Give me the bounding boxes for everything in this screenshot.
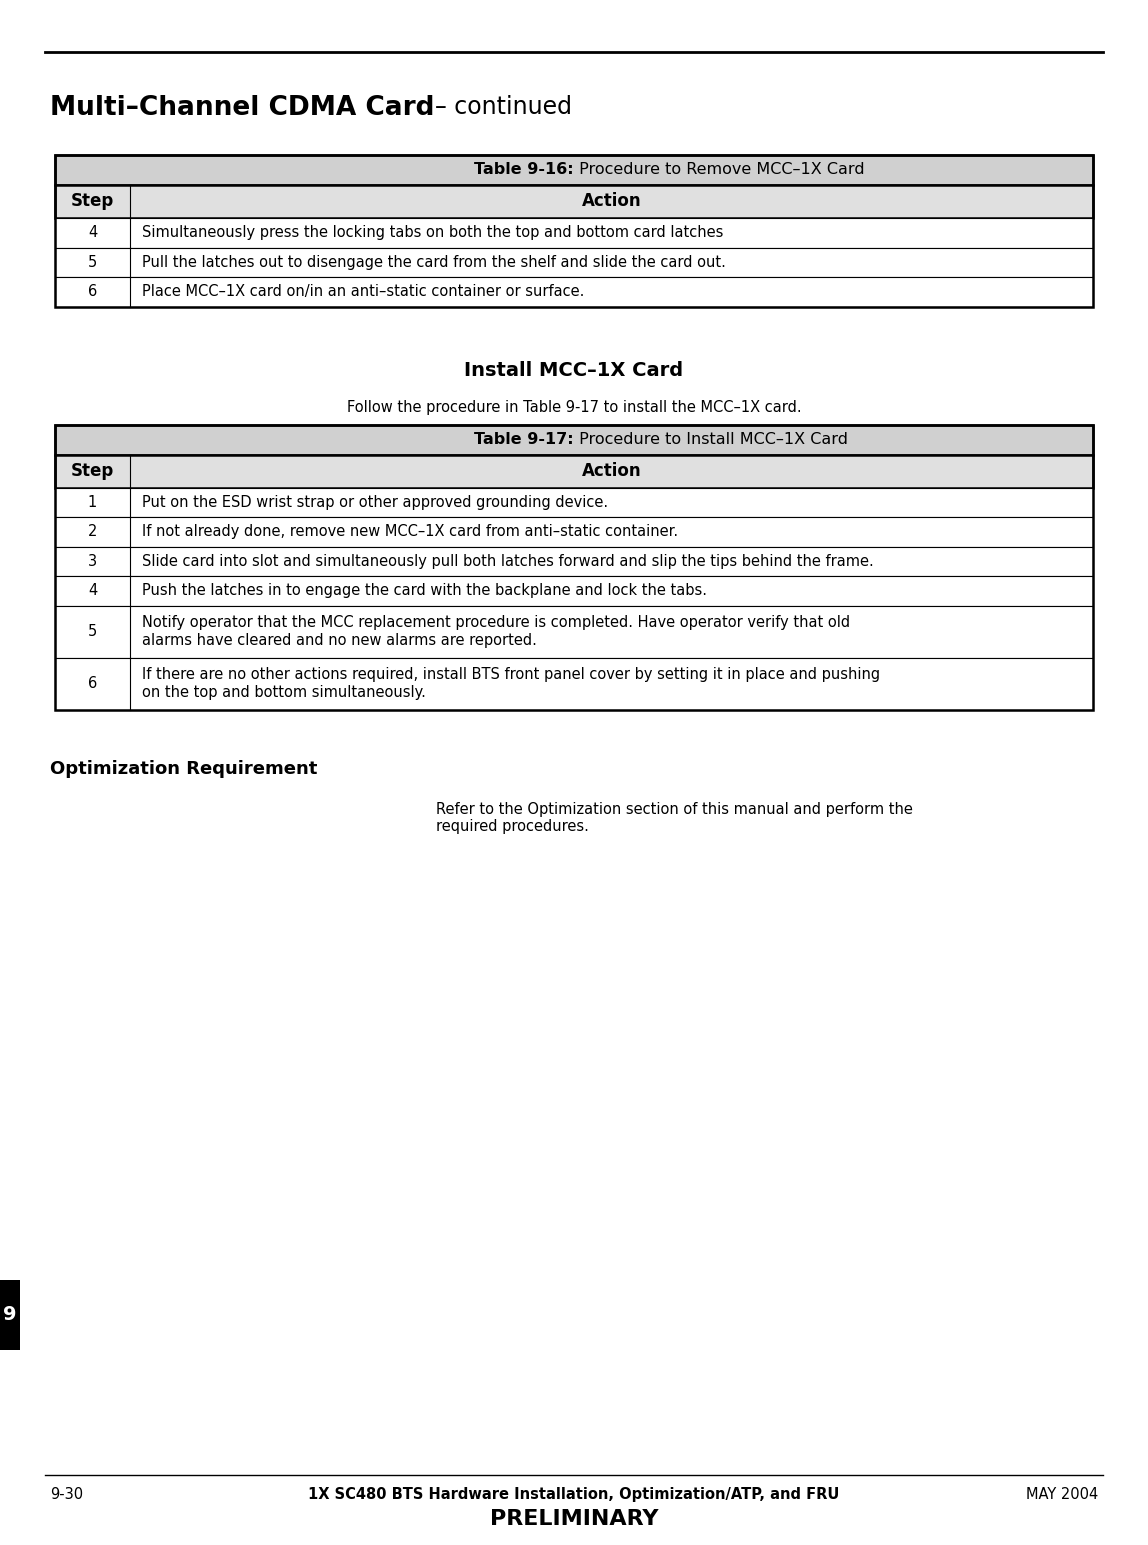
Text: 5: 5 — [88, 255, 98, 270]
Text: 1: 1 — [88, 494, 98, 510]
Bar — [0, 1279, 20, 1350]
Text: If not already done, remove new MCC–1X card from anti–static container.: If not already done, remove new MCC–1X c… — [142, 524, 678, 539]
Text: If there are no other actions required, install BTS front panel cover by setting: If there are no other actions required, … — [142, 667, 881, 700]
Bar — [55, 247, 1093, 277]
Text: Push the latches in to engage the card with the backplane and lock the tabs.: Push the latches in to engage the card w… — [142, 584, 707, 598]
Bar — [55, 154, 1093, 185]
Text: Step: Step — [71, 462, 114, 480]
Text: Action: Action — [582, 462, 642, 480]
Text: 4: 4 — [88, 226, 98, 241]
Text: Action: Action — [582, 193, 642, 210]
Text: 9-30: 9-30 — [51, 1486, 83, 1502]
Text: Follow the procedure in Table 9-17 to install the MCC–1X card.: Follow the procedure in Table 9-17 to in… — [347, 400, 801, 414]
Text: Table 9-16:: Table 9-16: — [474, 162, 574, 178]
Text: 4: 4 — [88, 584, 98, 598]
Bar — [55, 658, 1093, 709]
Text: Notify operator that the MCC replacement procedure is completed. Have operator v: Notify operator that the MCC replacement… — [142, 615, 851, 647]
Bar — [55, 425, 1093, 454]
Bar — [55, 277, 1093, 306]
Text: Put on the ESD wrist strap or other approved grounding device.: Put on the ESD wrist strap or other appr… — [142, 494, 608, 510]
Text: Multi–Channel CDMA Card: Multi–Channel CDMA Card — [51, 94, 434, 121]
Text: 9: 9 — [3, 1306, 17, 1324]
Text: Optimization Requirement: Optimization Requirement — [51, 760, 317, 777]
Text: PRELIMINARY: PRELIMINARY — [490, 1509, 658, 1530]
Bar — [55, 518, 1093, 547]
Bar — [55, 425, 1093, 709]
Text: MAY 2004: MAY 2004 — [1026, 1486, 1097, 1502]
Text: Pull the latches out to disengage the card from the shelf and slide the card out: Pull the latches out to disengage the ca… — [142, 255, 726, 270]
Text: Table 9-17:: Table 9-17: — [474, 433, 574, 447]
Text: 6: 6 — [88, 284, 98, 300]
Bar — [55, 576, 1093, 606]
Text: 5: 5 — [88, 624, 98, 640]
Text: 6: 6 — [88, 677, 98, 691]
Text: Procedure to Install MCC–1X Card: Procedure to Install MCC–1X Card — [574, 433, 848, 447]
Text: Refer to the Optimization section of this manual and perform the
required proced: Refer to the Optimization section of thi… — [436, 802, 913, 834]
Text: 1X SC480 BTS Hardware Installation, Optimization/ATP, and FRU: 1X SC480 BTS Hardware Installation, Opti… — [309, 1486, 839, 1502]
Text: Place MCC–1X card on/in an anti–static container or surface.: Place MCC–1X card on/in an anti–static c… — [142, 284, 584, 300]
Bar — [55, 606, 1093, 658]
Text: 3: 3 — [88, 553, 98, 569]
Bar — [55, 454, 1093, 488]
Bar — [55, 547, 1093, 576]
Text: Procedure to Remove MCC–1X Card: Procedure to Remove MCC–1X Card — [574, 162, 864, 178]
Bar — [55, 154, 1093, 306]
Bar — [55, 488, 1093, 518]
Text: – continued: – continued — [420, 94, 572, 119]
Bar — [55, 218, 1093, 247]
Text: Step: Step — [71, 193, 114, 210]
Text: Slide card into slot and simultaneously pull both latches forward and slip the t: Slide card into slot and simultaneously … — [142, 553, 874, 569]
Text: Install MCC–1X Card: Install MCC–1X Card — [465, 362, 683, 380]
Bar — [55, 185, 1093, 218]
Text: Simultaneously press the locking tabs on both the top and bottom card latches: Simultaneously press the locking tabs on… — [142, 226, 723, 241]
Text: 2: 2 — [87, 524, 98, 539]
